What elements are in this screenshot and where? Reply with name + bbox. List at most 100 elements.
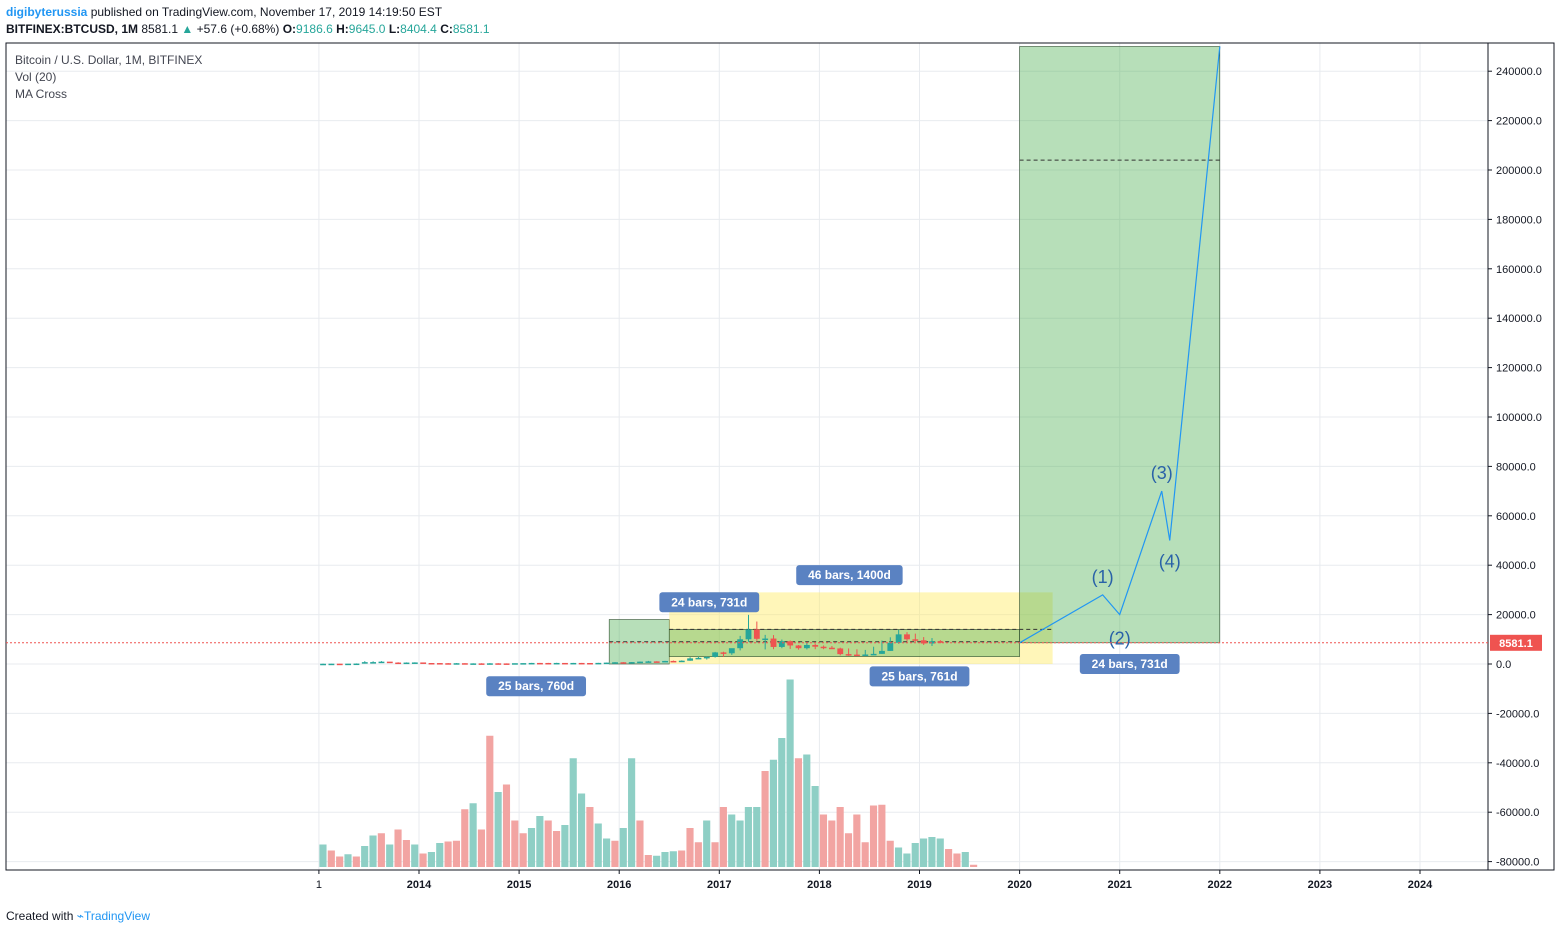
volume-bar [903, 853, 911, 867]
time-tick-label: 2015 [507, 879, 531, 891]
volume-bar [886, 840, 894, 867]
price-tick-label: -60000.0 [1496, 807, 1539, 819]
wave-label: (1) [1092, 567, 1114, 587]
candle-body [687, 658, 694, 661]
volume-bar [628, 758, 636, 867]
price-tick-label: 20000.0 [1496, 610, 1536, 622]
candle-body [870, 653, 877, 656]
volume-bar [569, 758, 577, 867]
volume-bar [419, 853, 427, 867]
price-tick-label: 0.0 [1496, 659, 1511, 671]
volume-bar [703, 820, 711, 867]
annotation-badge [1079, 654, 1180, 674]
volume-bar [853, 814, 861, 867]
volume-bar [452, 840, 461, 867]
price-tick-label: 40000.0 [1496, 560, 1536, 572]
candle-body [904, 634, 910, 640]
candle-body [495, 663, 502, 665]
time-tick-label: 2021 [1107, 879, 1131, 891]
annotation-badge [796, 565, 903, 586]
price-tick-label: 60000.0 [1496, 511, 1536, 523]
volume-bar [502, 784, 511, 867]
candle-body [478, 663, 485, 665]
high-value: 9645.0 [348, 22, 386, 36]
volume-bar [661, 852, 669, 867]
low-value: 8404.4 [400, 22, 437, 36]
volume-bar [461, 809, 469, 867]
candle-body [812, 644, 819, 647]
volume-bar [552, 831, 561, 867]
volume-bar [911, 843, 919, 867]
wave-label: (4) [1159, 552, 1181, 572]
candle-body [862, 654, 869, 656]
volume-bar [527, 828, 536, 867]
date-range-boxes [608, 46, 1221, 665]
candle-body [895, 634, 902, 643]
candle-body [395, 662, 402, 665]
volume-bar [736, 820, 744, 867]
legend-ma-cross[interactable]: MA Cross [15, 87, 68, 101]
candle-body [453, 663, 460, 665]
volume-bar [769, 759, 777, 867]
legend-title[interactable]: Bitcoin / U.S. Dollar, 1M, BITFINEX [15, 53, 203, 67]
candle-body [828, 647, 835, 650]
price-change: +57.6 (+0.68%) [196, 22, 280, 36]
range-box [1019, 46, 1221, 644]
range-annotations: 25 bars, 760d 24 bars, 731d 46 bars, 1400d… [486, 565, 1180, 697]
candle-body [737, 639, 744, 649]
volume-bar [611, 840, 619, 867]
time-tick-label: 2023 [1308, 879, 1332, 891]
volume-bar [386, 844, 394, 867]
time-tick-label: 2018 [807, 879, 831, 891]
price-tick-label: 220000.0 [1496, 116, 1542, 128]
candle-body [595, 662, 602, 665]
price-tick-label: 120000.0 [1496, 363, 1542, 375]
annotation-text: 25 bars, 760d [498, 679, 574, 693]
price-tick-label: 240000.0 [1496, 66, 1542, 78]
legend-volume[interactable]: Vol (20) [15, 70, 57, 84]
volume-bar [778, 738, 786, 867]
volume-bar [319, 844, 327, 867]
candle-body [837, 648, 844, 655]
time-tick-label: 2020 [1007, 879, 1031, 891]
volume-bar [894, 847, 903, 867]
annotation-text: 24 bars, 731d [671, 595, 747, 609]
close-value: 8581.1 [452, 22, 490, 36]
time-tick-label: 2019 [907, 879, 931, 891]
footer-brand[interactable]: TradingView [83, 909, 150, 923]
candle-body [411, 662, 418, 664]
candle-body [929, 641, 935, 644]
candle-body [370, 662, 377, 664]
price-tick-label: 180000.0 [1496, 214, 1542, 226]
volume-bar [844, 833, 853, 867]
volume-bar [761, 771, 769, 867]
author-link[interactable]: digibyterussia [6, 5, 88, 19]
volume-bar [636, 820, 644, 867]
price-tick-label: -20000.0 [1496, 708, 1539, 720]
volume-bar [953, 853, 961, 867]
candle-body [503, 663, 510, 665]
candle-body [445, 663, 452, 665]
candle-body [320, 663, 326, 666]
candle-body [386, 661, 393, 664]
price-tick-label: -40000.0 [1496, 758, 1539, 770]
candle-body [361, 662, 368, 664]
up-arrow-icon: ▲ [181, 22, 194, 36]
candle-body [645, 661, 652, 663]
close-label: C: [440, 22, 453, 36]
volume-bar [344, 854, 352, 867]
volume-bar [336, 856, 344, 867]
time-tick-label: 2016 [607, 879, 631, 891]
candle-body [728, 648, 735, 654]
volume-bar [561, 825, 569, 867]
candle-body [486, 663, 493, 665]
volume-bar [477, 829, 486, 867]
time-tick-label: 1 [316, 879, 322, 891]
candle-body [753, 629, 760, 639]
tradingview-logo-icon[interactable]: ⌁ [76, 909, 84, 923]
wave-label: (2) [1109, 629, 1131, 649]
volume-bar [603, 838, 611, 867]
candle-body [703, 656, 710, 659]
volume-bar [361, 846, 369, 867]
